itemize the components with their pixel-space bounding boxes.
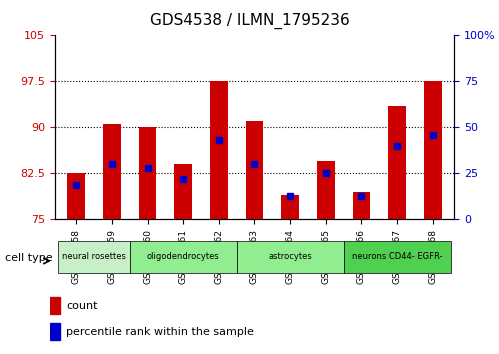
Text: oligodendrocytes: oligodendrocytes [147,252,220,261]
FancyBboxPatch shape [58,241,130,273]
Bar [317,161,335,219]
Bar [424,81,442,219]
Bar [67,173,85,219]
FancyBboxPatch shape [344,241,451,273]
Bar [388,106,406,219]
FancyBboxPatch shape [130,241,237,273]
Bar [210,81,228,219]
Text: neural rosettes: neural rosettes [62,252,126,261]
Bar [281,195,299,219]
Text: neurons CD44- EGFR-: neurons CD44- EGFR- [352,252,442,261]
Text: count: count [66,301,98,310]
Bar [103,124,121,219]
Bar [174,164,192,219]
Bar [139,127,157,219]
Text: astrocytes: astrocytes [268,252,312,261]
Bar [352,192,370,219]
Text: cell type: cell type [5,253,52,263]
Bar [50,297,60,314]
Bar [246,121,263,219]
Text: GDS4538 / ILMN_1795236: GDS4538 / ILMN_1795236 [150,13,349,29]
FancyBboxPatch shape [237,241,344,273]
Bar [50,323,60,340]
Text: percentile rank within the sample: percentile rank within the sample [66,327,254,337]
